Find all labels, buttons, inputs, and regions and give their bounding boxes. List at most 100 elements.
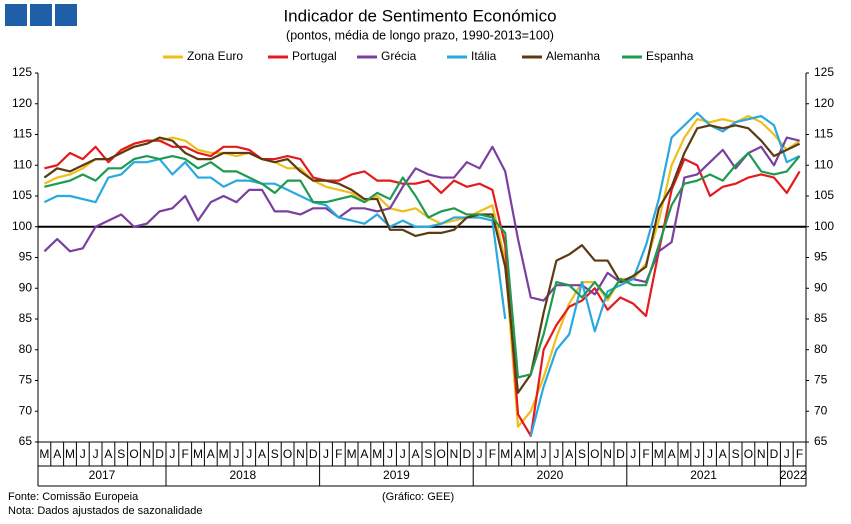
y-tick-label: 80: [19, 342, 33, 356]
y-tick-label: 65: [19, 434, 33, 448]
x-tick-label: J: [169, 447, 175, 461]
x-tick-label: D: [155, 447, 164, 461]
x-tick-label: N: [142, 447, 151, 461]
chart-title: Indicador de Sentimento Económico: [283, 6, 556, 25]
y-tick-label: 75: [19, 373, 33, 387]
x-tick-label: J: [323, 447, 329, 461]
x-tick-label: J: [541, 447, 547, 461]
x-tick-label: A: [207, 447, 215, 461]
x-tick-label: M: [526, 447, 536, 461]
x-tick-label: A: [258, 447, 266, 461]
x-tick-label: D: [462, 447, 471, 461]
x-tick-label: M: [654, 447, 664, 461]
x-tick-label: A: [360, 447, 368, 461]
x-tick-label: J: [707, 447, 713, 461]
x-tick-label: F: [335, 447, 342, 461]
x-tick-label: N: [450, 447, 459, 461]
x-tick-label: D: [770, 447, 779, 461]
year-label: 2019: [383, 468, 410, 482]
x-tick-label: A: [412, 447, 420, 461]
series-line: [44, 151, 801, 379]
logo-block: [5, 4, 27, 26]
x-tick-label: J: [80, 447, 86, 461]
y2-tick-label: 70: [814, 403, 828, 417]
x-tick-label: A: [53, 447, 61, 461]
x-tick-label: M: [39, 447, 49, 461]
y-tick-label: 110: [13, 157, 32, 171]
y2-tick-label: 90: [814, 280, 828, 294]
year-label: 2022: [780, 468, 807, 482]
y-tick-label: 120: [12, 96, 32, 110]
x-tick-label: A: [719, 447, 727, 461]
x-tick-label: M: [679, 447, 689, 461]
x-tick-label: F: [642, 447, 649, 461]
legend-label: Alemanha: [546, 49, 600, 63]
year-label: 2017: [89, 468, 116, 482]
x-tick-label: A: [514, 447, 522, 461]
x-tick-label: O: [129, 447, 138, 461]
chart-subtitle: (pontos, média de longo prazo, 1990-2013…: [286, 28, 554, 42]
note: Nota: Dados ajustados de sazonalidade: [8, 505, 202, 517]
legend-label: Itália: [471, 49, 497, 63]
x-tick-label: J: [400, 447, 406, 461]
x-tick-label: N: [296, 447, 305, 461]
series-line: [44, 139, 801, 437]
x-tick-label: J: [694, 447, 700, 461]
x-tick-label: A: [104, 447, 112, 461]
y-tick-label: 105: [12, 188, 32, 202]
y2-tick-label: 65: [814, 434, 828, 448]
y-tick-label: 115: [13, 127, 32, 141]
y2-tick-label: 95: [814, 250, 828, 264]
legend-label: Portugal: [292, 49, 337, 63]
x-tick-label: O: [283, 447, 292, 461]
x-tick-label: S: [732, 447, 740, 461]
y2-tick-label: 115: [814, 127, 833, 141]
year-label: 2020: [537, 468, 564, 482]
x-tick-label: A: [565, 447, 573, 461]
logo-block: [55, 4, 77, 26]
x-tick-label: J: [233, 447, 239, 461]
x-tick-label: M: [219, 447, 229, 461]
source: Fonte: Comissão Europeia: [8, 491, 139, 503]
x-tick-label: F: [796, 447, 803, 461]
series-line: [43, 136, 800, 302]
legend-label: Espanha: [646, 49, 694, 63]
x-tick-label: F: [489, 447, 496, 461]
y-tick-label: 100: [12, 219, 32, 233]
y2-tick-label: 85: [814, 311, 828, 325]
legend-label: Grécia: [381, 49, 417, 63]
y-tick-label: 90: [19, 280, 33, 294]
x-tick-label: M: [193, 447, 203, 461]
x-tick-label: F: [182, 447, 189, 461]
x-tick-label: N: [603, 447, 612, 461]
y2-tick-label: 125: [814, 65, 834, 79]
y2-tick-label: 120: [814, 96, 834, 110]
x-tick-label: O: [437, 447, 446, 461]
x-tick-label: S: [117, 447, 125, 461]
year-label: 2021: [690, 468, 717, 482]
y-tick-label: 95: [19, 250, 33, 264]
y2-tick-label: 105: [814, 188, 834, 202]
x-tick-label: S: [578, 447, 586, 461]
x-tick-label: S: [424, 447, 432, 461]
x-tick-label: S: [271, 447, 279, 461]
series-line: [43, 124, 801, 394]
y-tick-label: 85: [19, 311, 33, 325]
x-tick-label: O: [744, 447, 753, 461]
x-tick-label: J: [477, 447, 483, 461]
x-tick-label: J: [630, 447, 636, 461]
y2-tick-label: 80: [814, 342, 828, 356]
series-line: [43, 114, 801, 428]
x-tick-label: M: [65, 447, 75, 461]
x-tick-label: D: [616, 447, 625, 461]
x-tick-label: M: [372, 447, 382, 461]
y2-tick-label: 110: [814, 157, 833, 171]
x-tick-label: J: [784, 447, 790, 461]
x-tick-label: A: [668, 447, 676, 461]
x-tick-label: J: [246, 447, 252, 461]
y-tick-label: 70: [19, 403, 33, 417]
x-tick-label: O: [590, 447, 599, 461]
x-tick-label: M: [500, 447, 510, 461]
y2-tick-label: 75: [814, 373, 828, 387]
